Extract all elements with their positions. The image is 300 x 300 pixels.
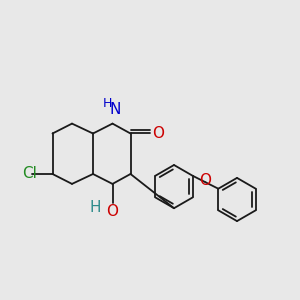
Text: H: H (90, 200, 101, 215)
Text: H: H (102, 97, 112, 110)
Text: Cl: Cl (22, 167, 38, 182)
Text: N: N (109, 102, 121, 117)
Text: O: O (200, 173, 211, 188)
Text: O: O (152, 126, 164, 141)
Text: O: O (106, 204, 119, 219)
